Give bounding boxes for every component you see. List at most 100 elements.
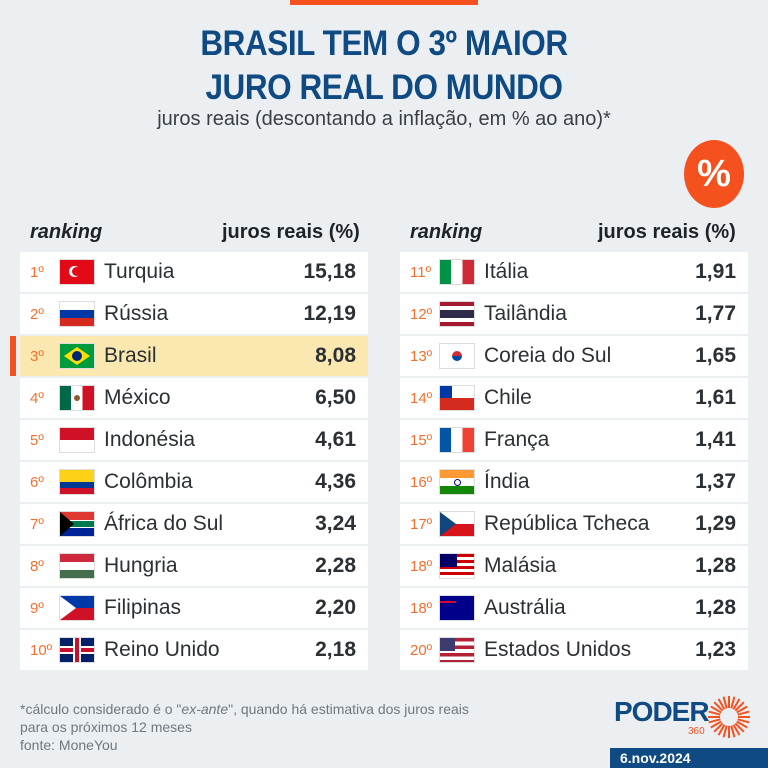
table-row: 16º Índia 1,37 <box>400 462 748 502</box>
rank: 1º <box>30 263 44 281</box>
footnote: *cálculo considerado é o "ex-ante", quan… <box>20 700 469 754</box>
real-interest-value: 4,36 <box>315 470 356 493</box>
country-name: Reino Unido <box>104 638 220 661</box>
note-text: *cálculo considerado é o " <box>20 701 182 717</box>
flag-br-icon <box>60 344 94 368</box>
rank: 20º <box>410 641 433 659</box>
real-interest-value: 6,50 <box>315 386 356 409</box>
header-ranking-left: ranking <box>30 221 103 243</box>
flag-mx-icon <box>60 386 94 410</box>
real-interest-value: 3,24 <box>315 512 356 535</box>
flag-au-icon <box>440 596 474 620</box>
table-row: 1º Turquia 15,18 <box>20 252 368 292</box>
ranking-table-right: 11º Itália 1,91 12º Tailândia 1,77 13º Cor… <box>400 252 748 672</box>
real-interest-value: 1,23 <box>695 638 736 661</box>
country-name: Coreia do Sul <box>484 344 612 367</box>
title-line-2: JURO REAL DO MUNDO <box>205 68 563 107</box>
table-row: 3º Brasil 8,08 <box>10 336 368 376</box>
country-name: México <box>104 386 171 409</box>
real-interest-value: 1,41 <box>695 428 736 451</box>
rank: 10º <box>30 641 53 659</box>
real-interest-value: 15,18 <box>303 260 356 283</box>
real-interest-value: 1,28 <box>695 554 736 577</box>
table-row: 15º França 1,41 <box>400 420 748 460</box>
rank: 6º <box>30 473 44 491</box>
flag-co-icon <box>60 470 94 494</box>
table-row: 6º Colômbia 4,36 <box>20 462 368 502</box>
flag-kr-icon <box>440 344 474 368</box>
flag-za-icon <box>60 512 94 536</box>
rank: 18º <box>410 557 433 575</box>
country-name: Turquia <box>104 260 175 283</box>
table-row: 17º República Tcheca 1,29 <box>400 504 748 544</box>
flag-fr-icon <box>440 428 474 452</box>
real-interest-value: 1,29 <box>695 512 736 535</box>
real-interest-value: 2,20 <box>315 596 356 619</box>
rank: 16º <box>410 473 433 491</box>
real-interest-value: 2,18 <box>315 638 356 661</box>
header-value-left: juros reais (%) <box>222 221 360 243</box>
flag-hu-icon <box>60 554 94 578</box>
date: 6.nov.2024 <box>610 748 768 768</box>
table-row: 7º África do Sul 3,24 <box>20 504 368 544</box>
rank: 11º <box>410 263 432 281</box>
rank: 14º <box>410 389 433 407</box>
percent-icon: % <box>684 140 744 208</box>
real-interest-value: 1,28 <box>695 596 736 619</box>
country-name: Tailândia <box>484 302 567 325</box>
country-name: Rússia <box>104 302 169 325</box>
table-row: 13º Coreia do Sul 1,65 <box>400 336 748 376</box>
real-interest-value: 8,08 <box>315 344 356 367</box>
table-row: 8º Hungria 2,28 <box>20 546 368 586</box>
real-interest-value: 2,28 <box>315 554 356 577</box>
country-name: Estados Unidos <box>484 638 632 661</box>
table-row: 10º Reino Unido 2,18 <box>20 630 368 670</box>
rank: 12º <box>410 305 433 323</box>
header-value-right: juros reais (%) <box>598 221 736 243</box>
flag-th-icon <box>440 302 474 326</box>
note-text-end: ", quando há estimativa dos juros reais <box>228 701 469 717</box>
country-name: Brasil <box>104 344 157 367</box>
rank: 8º <box>30 557 44 575</box>
country-name: Indonésia <box>104 428 196 451</box>
table-row: 18º Austrália 1,28 <box>400 588 748 628</box>
table-row: 9º Filipinas 2,20 <box>20 588 368 628</box>
rank: 4º <box>30 389 44 407</box>
table-row: 14º Chile 1,61 <box>400 378 748 418</box>
title-line-1: BRASIL TEM O 3º MAIOR <box>200 24 568 63</box>
real-interest-value: 1,91 <box>695 260 736 283</box>
rank: 15º <box>410 431 433 449</box>
flag-gb-icon <box>60 638 94 662</box>
rank: 13º <box>410 347 433 365</box>
header-ranking-right: ranking <box>410 221 483 243</box>
country-name: Filipinas <box>104 596 182 619</box>
rank: 3º <box>30 347 44 365</box>
rank: 9º <box>30 599 44 617</box>
rank: 2º <box>30 305 44 323</box>
country-name: Malásia <box>484 554 557 577</box>
flag-cl-icon <box>440 386 474 410</box>
flag-ph-icon <box>60 596 94 620</box>
table-row: 2º Rússia 12,19 <box>20 294 368 334</box>
poder360-logo: PODER 360 <box>614 694 754 740</box>
table-row: 20º Estados Unidos 1,23 <box>400 630 748 670</box>
note-italic: ex-ante <box>181 701 229 717</box>
table-row: 12º Tailândia 1,77 <box>400 294 748 334</box>
ranking-table-left: 1º Turquia 15,18 2º Rússia 12,19 3º Brasil… <box>10 252 368 672</box>
sun-icon <box>708 696 750 738</box>
flag-in-icon <box>440 470 474 494</box>
country-name: África do Sul <box>104 512 224 535</box>
page-title: BRASIL TEM O 3º MAIOR JURO REAL DO MUNDO <box>38 22 729 110</box>
real-interest-value: 1,37 <box>695 470 736 493</box>
real-interest-value: 1,65 <box>695 344 736 367</box>
table-row: 4º México 6,50 <box>20 378 368 418</box>
flag-it-icon <box>440 260 474 284</box>
logo-number: 360 <box>688 726 705 737</box>
country-name: Itália <box>484 260 529 283</box>
country-name: França <box>484 428 550 451</box>
rank: 7º <box>30 515 44 533</box>
top-accent-bar <box>290 0 478 5</box>
subtitle: juros reais (descontando a inflação, em … <box>157 108 611 130</box>
flag-tr-icon <box>60 260 94 284</box>
country-name: República Tcheca <box>484 512 650 535</box>
